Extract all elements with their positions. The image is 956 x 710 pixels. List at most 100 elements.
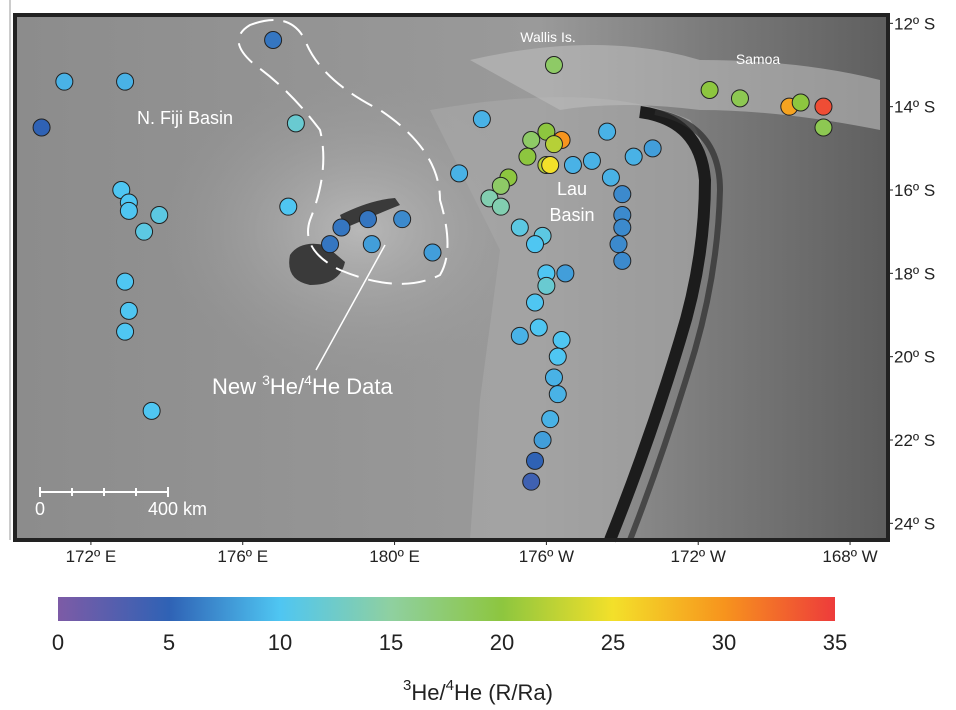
sample-point — [609, 235, 628, 254]
sample-point — [450, 164, 469, 183]
sample-point — [601, 168, 620, 187]
place-label: N. Fiji Basin — [137, 108, 233, 128]
sample-point — [548, 385, 567, 404]
colorbar-tick-label: 0 — [52, 630, 64, 655]
sample-point — [332, 218, 351, 237]
sample-point — [814, 97, 833, 116]
sample-point — [544, 56, 563, 74]
samoa-shelf — [470, 45, 880, 130]
points — [32, 31, 833, 491]
sample-point — [510, 218, 529, 237]
sample-point — [533, 431, 552, 449]
sample-point — [613, 218, 632, 237]
place-label: Samoa — [736, 51, 781, 67]
sample-point — [791, 93, 810, 112]
annotation-part: 3 — [262, 372, 270, 388]
sample-point — [150, 206, 169, 224]
y-tick-label: 14º S — [894, 98, 935, 117]
colorbar-tick-label: 35 — [823, 630, 847, 655]
scale-bar — [39, 487, 169, 497]
x-tick-label: 176º W — [519, 547, 574, 566]
sample-point — [643, 139, 662, 158]
y-tick-label: 16º S — [894, 181, 935, 200]
place-label: Basin — [549, 205, 594, 225]
x-tick-label: 176º E — [217, 547, 268, 566]
sample-point — [491, 176, 510, 195]
sample-point — [55, 72, 74, 91]
colorbar-label-part: He (R/Ra) — [454, 680, 553, 705]
colorbar-tick-label: 25 — [601, 630, 625, 655]
sample-point — [700, 81, 719, 99]
sample-point — [552, 331, 571, 349]
x-tick-label: 172º E — [66, 547, 117, 566]
sample-point — [613, 185, 632, 204]
island — [289, 243, 345, 285]
x-tick-label: 168º W — [822, 547, 877, 566]
colorbar — [58, 597, 835, 621]
sample-point — [119, 201, 138, 220]
annotation-part: He/ — [270, 374, 305, 399]
sample-point — [362, 235, 381, 254]
map: Wallis Is. Samoa N. Fiji Basin Lau Basin… — [15, 15, 888, 543]
trench-edge — [627, 109, 724, 542]
sample-point — [518, 147, 537, 166]
sample-point — [556, 264, 575, 283]
y-tick-label: 24º S — [894, 514, 935, 533]
x-tick-label: 180º E — [369, 547, 420, 566]
colorbar-label-part: 3 — [403, 677, 411, 694]
sample-point — [526, 235, 545, 254]
colorbar-label: 3He/4He (R/Ra) — [403, 677, 553, 705]
colorbar-tick-label: 20 — [490, 630, 514, 655]
sample-point — [598, 122, 617, 141]
sample-point — [116, 322, 135, 341]
sample-point — [423, 243, 442, 262]
scale-label: 400 km — [148, 499, 207, 519]
annotation-part: 4 — [304, 372, 312, 388]
sample-point — [544, 368, 563, 387]
sample-point — [582, 151, 601, 170]
sample-point — [135, 222, 154, 241]
sample-point — [548, 347, 567, 366]
sample-point — [537, 276, 556, 295]
sample-point — [522, 472, 541, 491]
sample-point — [529, 318, 548, 337]
colorbar-tick-label: 30 — [712, 630, 736, 655]
y-tick-label: 22º S — [894, 431, 935, 450]
sample-point — [119, 301, 138, 320]
sample-point — [472, 110, 491, 129]
trench — [604, 106, 712, 543]
place-label: Wallis Is. — [520, 29, 575, 45]
annotation-part: He Data — [312, 374, 393, 399]
sample-point — [264, 31, 283, 49]
sample-point — [814, 118, 833, 137]
sample-point — [613, 251, 632, 270]
y-tick-label: 20º S — [894, 348, 935, 367]
colorbar-tick-label: 10 — [268, 630, 292, 655]
sample-point — [393, 210, 412, 229]
colorbar-label-part: 4 — [446, 677, 454, 694]
y-tick-label: 12º S — [894, 14, 935, 33]
sample-point — [510, 326, 529, 345]
annotation-leader — [315, 244, 386, 371]
sample-point — [730, 89, 749, 108]
y-tick-label: 18º S — [894, 264, 935, 283]
sample-point — [142, 401, 161, 420]
sample-point — [624, 147, 643, 166]
sample-point — [526, 451, 545, 470]
survey-outline — [237, 19, 449, 285]
sample-point — [116, 72, 135, 91]
sample-point — [522, 131, 541, 149]
scale-label: 0 — [35, 499, 45, 519]
sample-point — [279, 197, 298, 216]
annotation-part: New — [212, 374, 262, 399]
place-label: Lau — [557, 179, 587, 199]
sample-point — [116, 272, 135, 291]
colorbar-label-part: He/ — [411, 680, 446, 705]
sample-point — [526, 293, 545, 312]
sample-point — [491, 197, 510, 216]
annotation: New 3He/4He Data — [212, 372, 393, 399]
sample-point — [541, 156, 560, 174]
sample-point — [286, 114, 305, 133]
axes: 172º E 176º E 180º E 176º W 172º W 168º W 12º … — [66, 14, 936, 566]
sample-point — [541, 410, 560, 429]
